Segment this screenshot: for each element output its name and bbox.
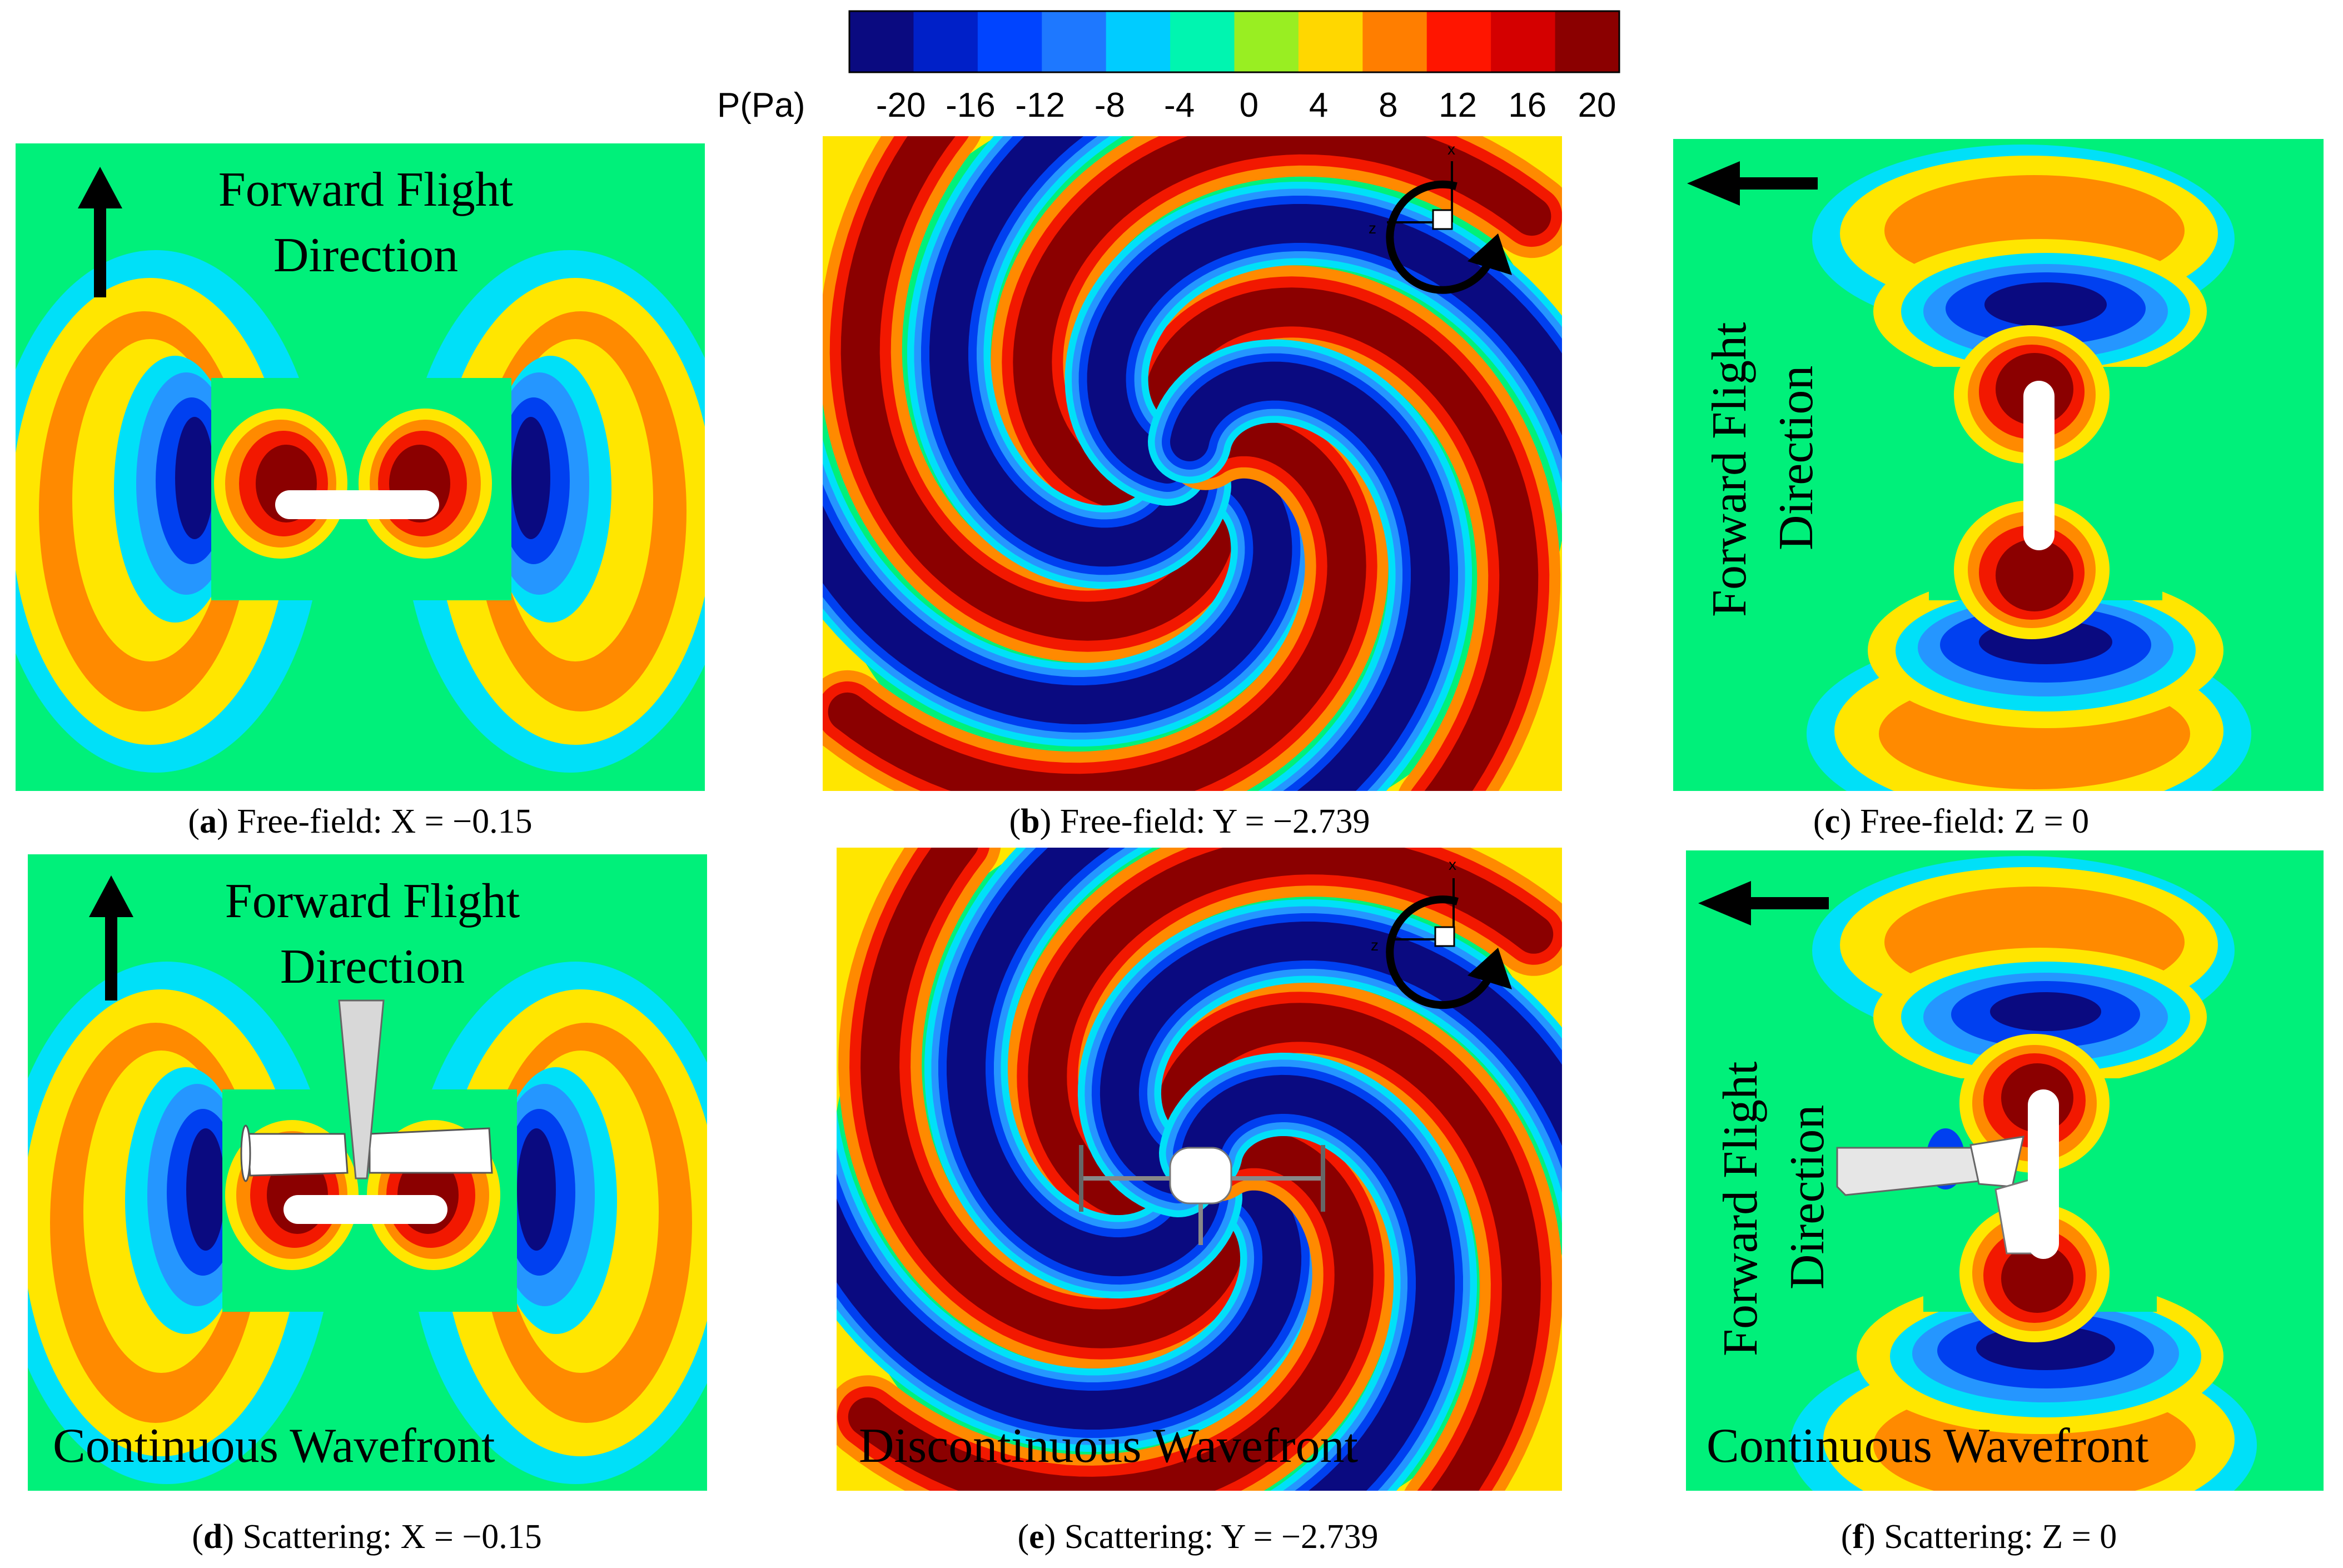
spiral-arm-positive — [1142, 287, 1539, 791]
wavefront-label: Continuous Wavefront — [53, 1419, 495, 1473]
colorbar-frame — [848, 10, 1620, 73]
caption-c: (c) Free-field: Z = 0 — [1813, 803, 2089, 840]
axis-triad: x z — [1369, 141, 1512, 294]
direction-label-line2: Direction — [1769, 366, 1823, 550]
colorbar-tick-label: -16 — [946, 86, 996, 125]
colorbar-swatches — [849, 11, 1620, 72]
spiral-arm-positive — [840, 136, 1237, 641]
arrow-head-icon — [1687, 161, 1740, 206]
colorbar-ticks: -20 -16 -12 -8 -4 0 4 8 12 16 20 — [876, 86, 1616, 125]
spiral-arm-positive — [848, 1129, 1374, 1491]
rotation-arrow-icon — [1386, 180, 1499, 294]
colorbar: P(Pa) -20 -16 -12 -8 -4 0 4 8 12 16 20 — [717, 10, 1620, 125]
caption-d: (d) Scattering: X = −0.15 — [192, 1518, 542, 1556]
colorbar-tick-label: -20 — [876, 86, 926, 125]
axis-x-label: x — [1449, 856, 1456, 873]
spiral-arm-positive — [828, 417, 1366, 791]
contour-plot-c: Forward Flight Direction — [1673, 139, 2324, 791]
spiral-arm-negative — [823, 445, 1292, 724]
panel-c: Forward Flight Direction (c) Free-field:… — [1673, 139, 2324, 840]
panel-a: Forward Flight Direction (a) Free-field:… — [16, 143, 705, 840]
colorbar-tick-label: 4 — [1309, 86, 1328, 125]
colorbar-swatch — [1042, 11, 1107, 72]
direction-label-line2: Direction — [1780, 1105, 1834, 1290]
arrow-head-icon — [89, 875, 133, 917]
colorbar-swatch — [913, 11, 978, 72]
panel-d: Forward Flight Direction Continuous Wave… — [28, 854, 707, 1556]
colorbar-tick-label: 16 — [1508, 86, 1546, 125]
contour-plot-a — [16, 143, 705, 791]
contour-plot-b: x z — [823, 136, 1562, 791]
caption-b: (b) Free-field: Y = −2.739 — [1009, 803, 1370, 840]
colorbar-tick-label: 8 — [1379, 86, 1397, 125]
colorbar-swatch — [1234, 11, 1299, 72]
direction-label-line1: Forward Flight — [218, 163, 513, 217]
direction-label-line1: Forward Flight — [225, 874, 520, 928]
spiral-arm-negative — [1170, 361, 1450, 791]
direction-label-line1: Forward Flight — [1714, 1062, 1768, 1356]
rotor-disk — [2023, 381, 2055, 550]
contour-plot-f: Forward Flight Direction — [1686, 850, 2324, 1491]
panel-e: x z Discontinuous Wavefront (e) Scatteri… — [837, 848, 1562, 1556]
spiral-arm-negative — [1100, 922, 1562, 1195]
caption-a: (a) Free-field: X = −0.15 — [188, 803, 532, 840]
spiral-arm-negative — [947, 848, 1220, 1277]
direction-label-line1: Forward Flight — [1703, 322, 1757, 617]
colorbar-swatch — [1426, 11, 1492, 72]
aircraft-wing — [240, 999, 493, 1182]
colorbar-swatch — [1106, 11, 1171, 72]
contour-plot-d — [28, 854, 707, 1491]
colorbar-swatch — [1298, 11, 1364, 72]
spiral-arm-positive — [1028, 848, 1554, 1222]
colorbar-swatch — [1362, 11, 1427, 72]
spiral-arms-b — [823, 136, 1562, 791]
arrow-head-icon — [78, 167, 122, 208]
colorbar-swatch — [1170, 11, 1235, 72]
rotor-disk — [283, 1195, 447, 1224]
direction-label-line2: Direction — [280, 940, 465, 994]
spiral-arm-negative — [837, 1156, 1302, 1430]
colorbar-tick-label: -8 — [1095, 86, 1125, 125]
rotor-disk — [2028, 1089, 2059, 1259]
spiral-arm-negative — [1181, 1074, 1455, 1491]
caption-f: (f) Scattering: Z = 0 — [1841, 1518, 2117, 1556]
spiral-arm-negative — [929, 136, 1209, 567]
rotation-arrow-icon — [1386, 895, 1499, 1009]
spiral-arm-positive — [1013, 136, 1551, 511]
colorbar-label: P(Pa) — [717, 86, 805, 125]
colorbar-swatch — [1555, 11, 1620, 72]
arrow-head-icon — [1698, 881, 1751, 925]
colorbar-tick-label: -4 — [1164, 86, 1195, 125]
colorbar-tick-label: 0 — [1240, 86, 1258, 125]
colorbar-tick-label: 12 — [1439, 86, 1477, 125]
colorbar-tick-label: 20 — [1578, 86, 1616, 125]
panel-f: Forward Flight Direction Continuous Wave… — [1686, 850, 2324, 1556]
wavefront-label: Discontinuous Wavefront — [859, 1419, 1358, 1473]
wavefront-label: Continuous Wavefront — [1707, 1419, 2148, 1473]
axis-z-label: z — [1371, 937, 1379, 954]
spiral-arm-positive — [860, 848, 1247, 1348]
axis-z-label: z — [1369, 220, 1376, 237]
axis-triad: x z — [1371, 856, 1512, 1009]
colorbar-tick-label: -12 — [1015, 86, 1065, 125]
spiral-arm-negative — [1087, 204, 1562, 484]
colorbar-swatch — [849, 11, 914, 72]
spiral-arm-positive — [1154, 1003, 1541, 1491]
rotor-disk — [275, 490, 439, 519]
axis-x-label: x — [1447, 141, 1455, 158]
colorbar-swatch — [1491, 11, 1556, 72]
aircraft-top-view — [1079, 1145, 1325, 1245]
contour-plot-e: x z — [837, 848, 1562, 1491]
colorbar-swatch — [977, 11, 1043, 72]
caption-e: (e) Scattering: Y = −2.739 — [1017, 1518, 1378, 1556]
direction-label-line2: Direction — [273, 228, 458, 282]
panel-b: x z (b) Free-field: Y = −2.739 — [823, 136, 1562, 840]
